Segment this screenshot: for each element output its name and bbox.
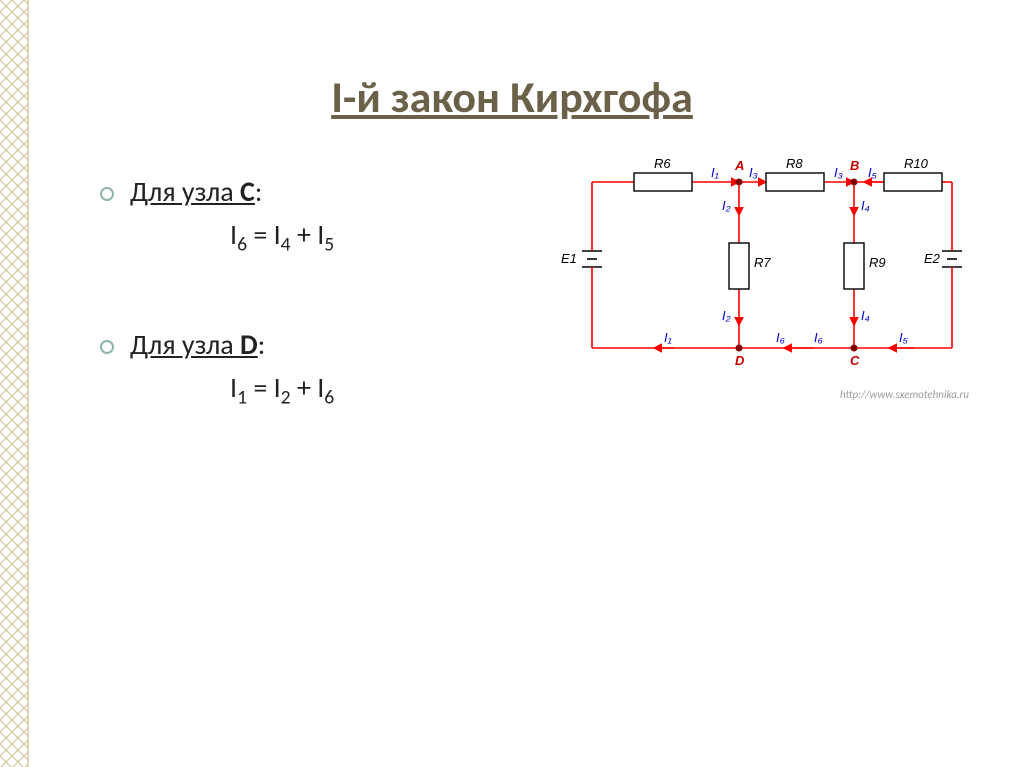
node-d-prefix: Для узла — [130, 327, 240, 362]
node-d-suffix: : — [258, 327, 266, 362]
svg-text:E1: E1 — [561, 251, 577, 266]
svg-text:I₁: I₁ — [664, 330, 672, 345]
svg-text:I₃: I₃ — [749, 165, 758, 180]
svg-text:R7: R7 — [754, 255, 771, 270]
bullet-icon — [100, 187, 114, 201]
svg-text:R9: R9 — [869, 255, 886, 270]
svg-text:R8: R8 — [786, 156, 803, 171]
node-c-bold: C — [240, 174, 255, 209]
svg-text:I₆: I₆ — [776, 330, 786, 345]
node-c-prefix: Для узла — [130, 174, 240, 209]
svg-text:D: D — [735, 353, 745, 368]
bullet-row-d: Для узла D: — [100, 327, 560, 362]
slide-title-wrap: I-й закон Кирхгофа — [0, 70, 1024, 124]
content-area: Для узла C: I6 = I4 + I5 Для узла D: I1 … — [100, 174, 560, 479]
svg-text:A: A — [734, 158, 744, 173]
node-line-d: Для узла D: — [130, 327, 265, 362]
svg-text:I₂: I₂ — [722, 198, 731, 213]
svg-text:B: B — [850, 158, 859, 173]
svg-text:I₆: I₆ — [814, 330, 824, 345]
svg-text:I₅: I₅ — [868, 165, 878, 180]
svg-text:I₂: I₂ — [722, 308, 731, 323]
attribution-text: http://www.sxemotehnika.ru — [840, 388, 969, 401]
svg-text:C: C — [850, 353, 860, 368]
circuit-diagram: R6 R8 R10 R7 R9 E1 E2 I₁ I₃ I₃ I₅ I₂ I₄ … — [554, 155, 974, 405]
node-c-suffix: : — [255, 174, 263, 209]
bullet-row-c: Для узла C: — [100, 174, 560, 209]
svg-text:I₄: I₄ — [861, 308, 870, 323]
svg-text:I₄: I₄ — [861, 198, 870, 213]
svg-text:I₁: I₁ — [711, 165, 719, 180]
svg-text:R10: R10 — [904, 156, 929, 171]
node-d-bold: D — [240, 327, 258, 362]
svg-text:I₅: I₅ — [899, 330, 909, 345]
bullet-icon — [100, 340, 114, 354]
svg-text:I₃: I₃ — [834, 165, 843, 180]
svg-text:R6: R6 — [654, 156, 671, 171]
equation-d: I1 = I2 + I6 — [230, 370, 560, 410]
node-line-c: Для узла C: — [130, 174, 262, 209]
slide: I-й закон Кирхгофа Для узла C: I6 = I4 +… — [0, 0, 1024, 767]
slide-title: I-й закон Кирхгофа — [331, 70, 693, 124]
equation-c: I6 = I4 + I5 — [230, 217, 560, 257]
svg-text:E2: E2 — [924, 251, 941, 266]
